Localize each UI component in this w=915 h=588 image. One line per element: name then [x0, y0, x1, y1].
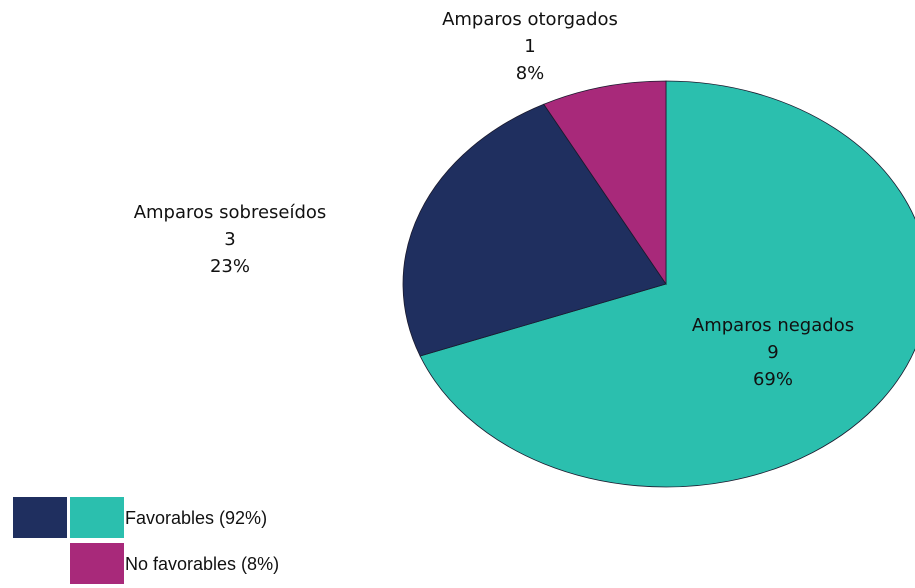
slice-percent: 8% — [516, 63, 545, 84]
slice-value: 9 — [767, 342, 778, 363]
legend-label: Favorables (92%) — [125, 508, 267, 528]
legend-swatch — [70, 497, 124, 538]
slice-percent: 69% — [753, 369, 793, 390]
slice-label: Amparos sobreseídos — [134, 202, 327, 223]
legend-swatch — [70, 543, 124, 584]
slice-value: 3 — [224, 229, 235, 250]
pie-slice — [402, 103, 667, 357]
slice-label: Amparos otorgados — [442, 9, 618, 30]
pie-slice — [543, 80, 667, 286]
pie-slice — [419, 80, 915, 488]
slice-label: Amparos negados — [692, 315, 854, 336]
slice-value: 1 — [524, 36, 535, 57]
legend-label: No favorables (8%) — [125, 554, 279, 574]
legend-swatch — [13, 497, 67, 538]
slice-percent: 23% — [210, 256, 250, 277]
